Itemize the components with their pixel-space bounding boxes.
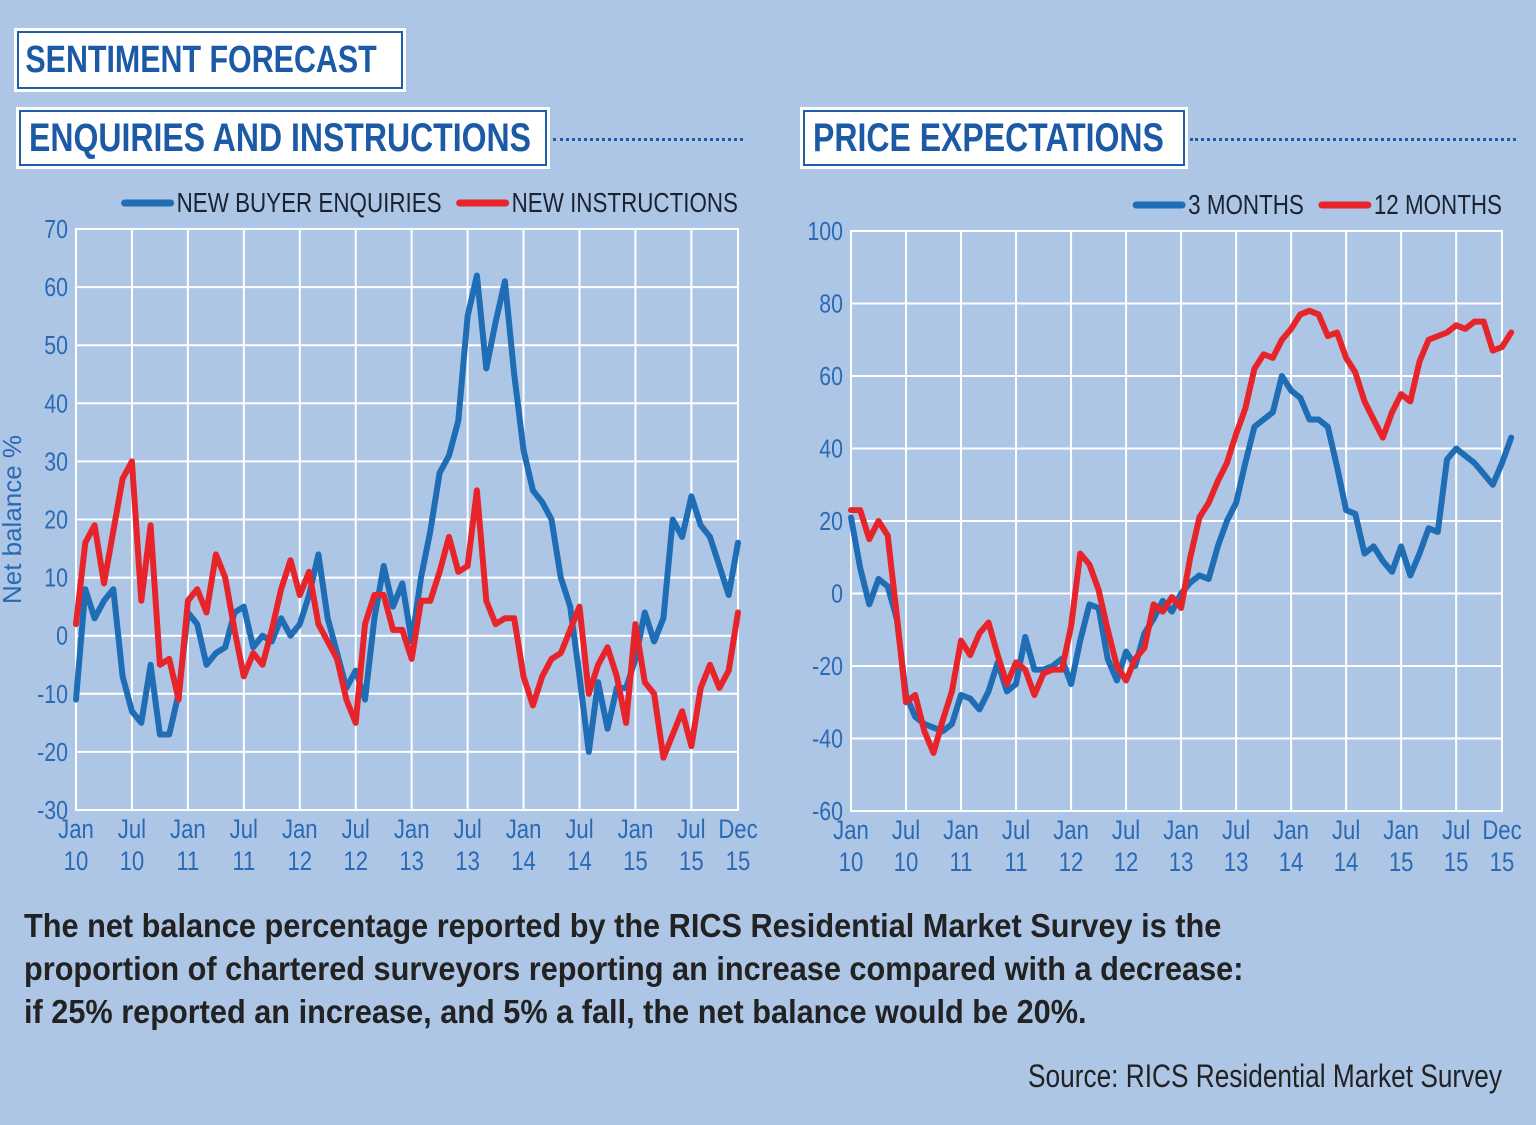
x-tick-label: Jan: [618, 815, 654, 845]
y-tick-label: -10: [37, 680, 68, 710]
x-tick-label: Jul: [1332, 816, 1360, 846]
y-tick-label: 30: [44, 447, 68, 477]
x-tick-label: 11: [232, 847, 255, 877]
y-tick-label: -30: [37, 796, 68, 826]
x-tick-label: Jan: [943, 816, 979, 846]
note-line: if 25% reported an increase, and 5% a fa…: [24, 992, 1087, 1030]
legend-label: NEW INSTRUCTIONS: [512, 188, 738, 219]
x-tick-label: Jan: [1053, 816, 1089, 846]
x-tick-label: 14: [567, 847, 592, 877]
x-tick-label: 15: [1490, 848, 1515, 878]
x-tick-label: 15: [1444, 848, 1469, 878]
y-tick-label: 50: [44, 331, 68, 361]
y-tick-label: 80: [819, 290, 843, 320]
y-tick-label: -20: [812, 652, 843, 682]
x-tick-label: 12: [1059, 848, 1084, 878]
x-tick-label: Dec: [718, 815, 757, 845]
x-tick-label: Jan: [394, 815, 430, 845]
y-tick-label: 100: [807, 217, 843, 247]
title-dotted-rule-right: [1190, 138, 1516, 141]
y-tick-label: 0: [56, 622, 68, 652]
x-tick-label: 15: [623, 847, 648, 877]
legend-label: 3 MONTHS: [1188, 190, 1304, 221]
x-tick-label: 12: [1114, 848, 1139, 878]
y-tick-label: -60: [812, 797, 843, 827]
page-title: SENTIMENT FORECAST: [17, 31, 403, 89]
x-tick-label: Jan: [170, 815, 206, 845]
y-tick-label: 70: [44, 215, 68, 245]
x-tick-label: Jan: [1273, 816, 1309, 846]
x-tick-label: Jul: [1002, 816, 1030, 846]
y-tick-label: 20: [44, 506, 68, 536]
panel-title-price: PRICE EXPECTATIONS: [803, 110, 1185, 166]
y-axis-label: Net balance %: [0, 435, 27, 604]
x-tick-label: 12: [343, 847, 368, 877]
series-line-red: [848, 307, 1515, 756]
x-tick-label: 10: [120, 847, 145, 877]
title-dotted-rule-left: [553, 138, 743, 141]
x-tick-label: Jan: [506, 815, 542, 845]
x-tick-label: 10: [64, 847, 89, 877]
y-tick-label: 10: [44, 564, 68, 594]
x-tick-label: Dec: [1482, 816, 1521, 846]
x-tick-label: Jul: [1222, 816, 1250, 846]
x-tick-label: 11: [950, 848, 973, 878]
x-tick-label: 11: [1005, 848, 1028, 878]
x-tick-label: Jul: [230, 815, 258, 845]
x-tick-label: 14: [1279, 848, 1304, 878]
legend-label: 12 MONTHS: [1374, 190, 1502, 221]
x-tick-label: Jul: [1442, 816, 1470, 846]
note-line: The net balance percentage reported by t…: [24, 907, 1222, 944]
y-tick-label: -20: [37, 738, 68, 768]
x-tick-label: 10: [839, 848, 864, 878]
y-tick-label: -40: [812, 725, 843, 755]
x-tick-label: 12: [287, 847, 312, 877]
y-tick-label: 40: [44, 389, 68, 419]
x-tick-label: Jul: [342, 815, 370, 845]
y-tick-label: 60: [44, 273, 68, 303]
x-tick-label: 10: [894, 848, 919, 878]
x-tick-label: Jan: [1163, 816, 1199, 846]
x-tick-label: Jul: [453, 815, 481, 845]
x-tick-label: 11: [176, 847, 199, 877]
x-tick-label: Jan: [1383, 816, 1419, 846]
x-tick-label: 15: [1389, 848, 1414, 878]
note-line: proportion of chartered surveyors report…: [24, 949, 1244, 987]
x-tick-label: 13: [1169, 848, 1194, 878]
panel-title-enquiries: ENQUIRIES AND INSTRUCTIONS: [19, 110, 547, 166]
x-tick-label: Jan: [833, 816, 869, 846]
x-tick-label: 13: [399, 847, 424, 877]
y-tick-label: 0: [831, 580, 843, 610]
series-line-red: [73, 458, 741, 761]
plot-frame: [75, 228, 739, 811]
x-tick-label: Jul: [1112, 816, 1140, 846]
x-tick-label: 15: [726, 847, 751, 877]
x-tick-label: Jul: [677, 815, 705, 845]
enquiries-instructions-chart: -30-20-10010203040506070Jan10Jul10Jan11J…: [0, 188, 758, 877]
y-tick-label: 60: [819, 362, 843, 392]
x-tick-label: Jul: [118, 815, 146, 845]
price-expectations-chart: -60-40-20020406080100Jan10Jul10Jan11Jul1…: [807, 190, 1521, 878]
x-tick-label: Jan: [58, 815, 94, 845]
y-tick-label: 20: [819, 507, 843, 537]
x-tick-label: 13: [1224, 848, 1249, 878]
x-tick-label: 14: [511, 847, 536, 877]
x-tick-label: 14: [1334, 848, 1359, 878]
x-tick-label: Jul: [565, 815, 593, 845]
y-tick-label: 40: [819, 435, 843, 465]
x-tick-label: 15: [679, 847, 704, 877]
x-tick-label: Jan: [282, 815, 318, 845]
source-note: Source: RICS Residential Market Survey: [1028, 1058, 1502, 1094]
legend-label: NEW BUYER ENQUIRIES: [177, 188, 442, 219]
x-tick-label: 13: [455, 847, 480, 877]
x-tick-label: Jul: [892, 816, 920, 846]
explanatory-note: The net balance percentage reported by t…: [24, 905, 1514, 1034]
